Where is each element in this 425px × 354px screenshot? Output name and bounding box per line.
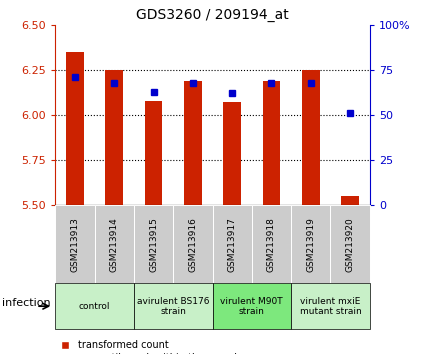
Text: virulent mxiE
mutant strain: virulent mxiE mutant strain	[300, 297, 361, 316]
Text: GSM213918: GSM213918	[267, 217, 276, 272]
Text: avirulent BS176
strain: avirulent BS176 strain	[137, 297, 210, 316]
Text: GSM213919: GSM213919	[306, 217, 315, 272]
Text: virulent M90T
strain: virulent M90T strain	[221, 297, 283, 316]
Bar	[223, 102, 241, 205]
Text: GSM213920: GSM213920	[346, 217, 354, 272]
Bar	[302, 70, 320, 205]
Text: GSM213913: GSM213913	[71, 217, 79, 272]
Text: GSM213915: GSM213915	[149, 217, 158, 272]
Text: control: control	[79, 302, 110, 311]
Bar	[105, 70, 123, 205]
Bar	[66, 52, 84, 205]
Bar	[144, 101, 162, 205]
Title: GDS3260 / 209194_at: GDS3260 / 209194_at	[136, 8, 289, 22]
Text: GSM213917: GSM213917	[228, 217, 237, 272]
Bar	[184, 81, 202, 205]
Text: infection: infection	[2, 298, 51, 308]
Legend: transformed count, percentile rank within the sample: transformed count, percentile rank withi…	[51, 336, 247, 354]
Bar	[263, 81, 280, 205]
Text: GSM213914: GSM213914	[110, 217, 119, 272]
Bar	[341, 196, 359, 205]
Text: GSM213916: GSM213916	[188, 217, 197, 272]
